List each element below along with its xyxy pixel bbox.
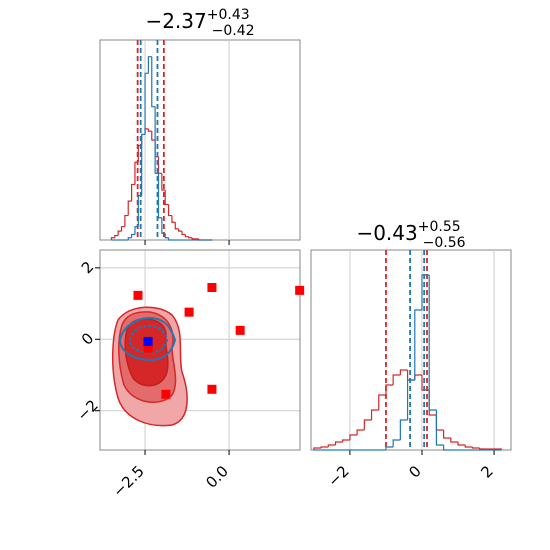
panel-title: −0.43+0.55 −0.56 xyxy=(356,219,465,251)
histogram-step xyxy=(435,415,444,431)
histogram-step xyxy=(110,237,115,240)
title-lower: −0.56 xyxy=(423,235,466,251)
histogram-step xyxy=(399,369,408,375)
title-upper: +0.43 xyxy=(207,7,250,23)
histogram-step xyxy=(320,446,329,448)
plot-area xyxy=(99,39,301,241)
histogram-step xyxy=(167,204,172,217)
histogram-step xyxy=(174,222,179,230)
title-value: −0.43 xyxy=(356,221,417,245)
histogram-step xyxy=(181,231,186,236)
x-tick-label: 0 xyxy=(405,462,424,481)
y-tick-label: 0 xyxy=(78,329,97,348)
scatter-point xyxy=(235,325,245,335)
histogram-step xyxy=(435,410,444,446)
histogram-step xyxy=(392,374,401,385)
contour-blue-inner xyxy=(128,324,169,355)
histogram-step xyxy=(120,226,125,232)
histogram-step xyxy=(349,434,358,440)
x-tick-label: 0.0 xyxy=(202,462,232,492)
histogram-step xyxy=(399,419,408,440)
histogram-step xyxy=(191,237,196,240)
histogram-step xyxy=(421,274,430,310)
histogram-step xyxy=(141,133,146,196)
histogram-step xyxy=(392,439,401,447)
scatter-point xyxy=(133,290,143,300)
histogram-step xyxy=(117,230,122,236)
histogram-step xyxy=(385,384,394,395)
histogram-step xyxy=(127,237,132,240)
histogram-step xyxy=(342,439,350,442)
histogram-step xyxy=(134,226,139,235)
histogram-step xyxy=(167,237,172,241)
histogram-step xyxy=(421,375,430,391)
histogram-step xyxy=(124,214,129,227)
histogram-step xyxy=(385,446,394,450)
histogram-step xyxy=(147,56,152,74)
y-tick-label: −2 xyxy=(73,396,101,424)
histogram-step xyxy=(164,233,169,239)
plot-area xyxy=(310,249,512,451)
histogram-step xyxy=(134,161,139,185)
histogram-step xyxy=(443,445,451,451)
scatter-point xyxy=(207,283,217,292)
histogram-step xyxy=(157,156,162,174)
histogram-step xyxy=(147,128,152,132)
histogram-step xyxy=(479,448,487,450)
histogram-step xyxy=(406,379,415,420)
x-tick-label: −2 xyxy=(324,462,352,490)
histogram-step xyxy=(443,430,451,439)
scatter-point xyxy=(143,343,153,353)
histogram-step xyxy=(334,441,343,445)
histogram-step xyxy=(161,173,166,191)
histogram-step xyxy=(130,233,135,238)
histogram-step xyxy=(414,374,422,380)
scatter-point xyxy=(207,384,217,394)
histogram-step xyxy=(378,394,386,410)
histogram-step xyxy=(356,429,365,435)
histogram-step xyxy=(164,190,169,206)
histogram-step xyxy=(428,390,437,416)
scatter-point xyxy=(295,285,305,295)
scatter-point xyxy=(161,389,171,399)
y-tick-label: 2 xyxy=(78,258,97,277)
histogram-step xyxy=(327,444,336,447)
scatter-point xyxy=(143,336,153,346)
histogram-step xyxy=(363,419,372,430)
histogram-step xyxy=(127,200,132,216)
histogram-step xyxy=(151,131,156,141)
histogram-step xyxy=(313,447,322,450)
histogram-step xyxy=(457,442,466,446)
contours xyxy=(111,306,188,427)
panel-title: −2.37+0.43 −0.42 xyxy=(145,7,254,39)
contour-blue-outer xyxy=(118,316,177,362)
histogram-step xyxy=(370,409,379,420)
histogram-step xyxy=(414,309,422,380)
scatter-point xyxy=(184,307,194,317)
title-upper: +0.55 xyxy=(418,219,461,235)
histogram-step xyxy=(161,217,166,234)
histogram-step xyxy=(157,173,162,219)
title-lower: −0.42 xyxy=(212,23,255,39)
x-tick-label: 2 xyxy=(477,462,496,481)
histogram-step xyxy=(471,447,480,449)
histogram-step xyxy=(188,236,193,239)
histogram-step xyxy=(464,445,473,448)
plot-area xyxy=(99,249,301,451)
histogram-step xyxy=(406,370,415,381)
histogram-step xyxy=(151,56,156,108)
histogram-step xyxy=(178,228,183,232)
histogram-step xyxy=(450,438,459,443)
histogram-step xyxy=(428,275,437,411)
histogram-step xyxy=(114,234,119,238)
histogram-step xyxy=(144,72,149,135)
histogram-step xyxy=(130,183,135,202)
histogram-step xyxy=(184,234,189,238)
histogram-step xyxy=(171,215,176,223)
histogram-step xyxy=(154,106,159,174)
title-value: −2.37 xyxy=(145,9,206,33)
x-tick-label: −2.5 xyxy=(109,462,147,500)
